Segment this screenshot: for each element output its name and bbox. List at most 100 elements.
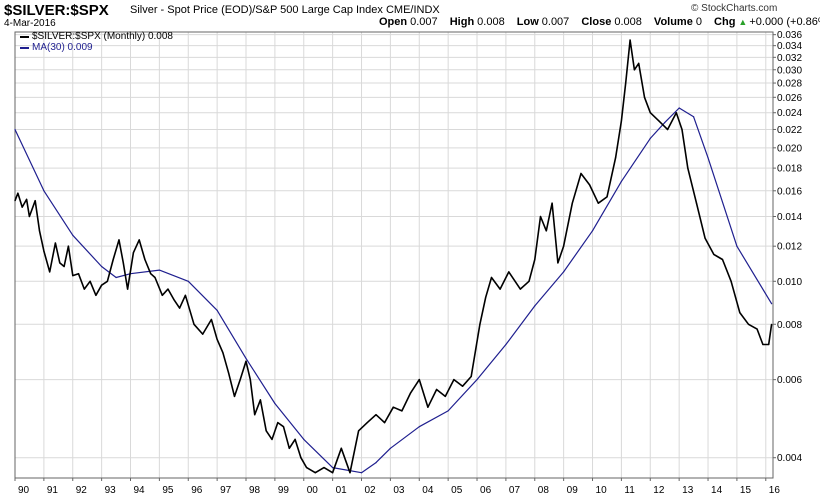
silver-spx-point bbox=[26, 198, 28, 200]
silver-spx-point bbox=[323, 467, 325, 469]
ma30-point bbox=[693, 116, 695, 118]
silver-spx-point bbox=[193, 323, 195, 325]
ma30-point bbox=[245, 357, 247, 359]
silver-spx-point bbox=[77, 273, 80, 275]
silver-spx-point bbox=[747, 323, 750, 325]
silver-spx-point bbox=[615, 157, 617, 159]
silver-spx-line bbox=[14, 39, 773, 474]
y-tick-label: 0.024 bbox=[777, 108, 802, 119]
silver-spx-point bbox=[453, 379, 455, 381]
silver-spx-point bbox=[479, 323, 481, 325]
silver-spx-point bbox=[43, 250, 45, 252]
silver-spx-point bbox=[444, 395, 446, 397]
price-series bbox=[14, 39, 773, 474]
y-tick-label: 0.030 bbox=[777, 65, 802, 76]
ma30-point bbox=[664, 122, 666, 124]
silver-spx-point bbox=[528, 280, 530, 282]
silver-spx-point bbox=[150, 273, 152, 275]
silver-spx-point bbox=[314, 472, 316, 474]
silver-spx-point bbox=[768, 343, 770, 346]
x-tick-label: 05 bbox=[451, 485, 463, 496]
x-tick-label: 92 bbox=[76, 485, 88, 496]
ma30-point bbox=[736, 245, 738, 247]
silver-spx-point bbox=[228, 372, 230, 374]
y-axis: 0.004 0.006 0.008 0.010 0.012 0.014 0.016 0.018… bbox=[773, 30, 802, 464]
silver-spx-point bbox=[249, 379, 251, 381]
silver-spx-point bbox=[271, 438, 273, 440]
silver-spx-point bbox=[300, 457, 302, 459]
silver-spx-point bbox=[629, 39, 631, 41]
ohlc-label-close: Close bbox=[581, 16, 612, 28]
silver-spx-point bbox=[332, 472, 334, 474]
ohlc-value-chg: +0.000 (+0.86%) bbox=[749, 16, 820, 28]
chart-date: 4-Mar-2016 bbox=[4, 18, 56, 29]
ohlc-label-chg: Chg bbox=[714, 16, 736, 28]
ma30-point bbox=[303, 438, 305, 440]
silver-spx-point bbox=[739, 312, 741, 314]
ohlc-label-low: Low bbox=[516, 16, 539, 28]
ma30-point bbox=[187, 280, 189, 282]
silver-spx-point bbox=[401, 410, 403, 412]
silver-spx-point bbox=[534, 258, 536, 261]
silver-spx-point bbox=[410, 392, 412, 394]
silver-spx-point bbox=[675, 112, 677, 114]
legend-label-ma: MA(30) 0.009 bbox=[32, 42, 93, 53]
silver-spx-point bbox=[118, 239, 120, 241]
stockcharts-watermark: © StockCharts.com bbox=[691, 3, 778, 14]
grid bbox=[14, 32, 773, 478]
chart-symbol: $SILVER:$SPX bbox=[4, 2, 109, 19]
silver-spx-point bbox=[620, 120, 623, 122]
ma-series bbox=[14, 107, 773, 474]
silver-spx-point bbox=[375, 414, 377, 416]
silver-spx-point bbox=[633, 69, 636, 71]
silver-spx-point bbox=[771, 323, 773, 325]
x-tick-label: 04 bbox=[422, 485, 434, 496]
ma30-point bbox=[216, 309, 218, 311]
ma30-point bbox=[505, 343, 507, 346]
silver-spx-point bbox=[625, 82, 627, 84]
silver-spx-point bbox=[762, 343, 764, 346]
ma30-point bbox=[360, 472, 363, 474]
y-tick-label: 0.010 bbox=[777, 277, 802, 288]
x-tick-label: 96 bbox=[191, 485, 203, 496]
silver-spx-point bbox=[28, 215, 30, 218]
silver-spx-point bbox=[470, 375, 472, 378]
y-tick-label: 0.016 bbox=[777, 186, 802, 197]
ma30-point bbox=[274, 402, 276, 405]
chart-description: Silver - Spot Price (EOD)/S&P 500 Large … bbox=[130, 4, 440, 16]
x-tick-label: 98 bbox=[249, 485, 261, 496]
silver-spx-point bbox=[392, 406, 394, 408]
x-tick-label: 13 bbox=[682, 485, 694, 496]
ma30-point bbox=[771, 303, 773, 305]
silver-spx-point bbox=[597, 202, 599, 204]
x-tick-label: 93 bbox=[105, 485, 117, 496]
silver-spx-point bbox=[366, 422, 368, 424]
silver-spx-point bbox=[277, 422, 279, 424]
silver-spx-point bbox=[580, 172, 582, 175]
legend-item-price: $SILVER:$SPX (Monthly) 0.008 bbox=[20, 31, 173, 42]
silver-spx-point bbox=[349, 472, 351, 474]
silver-spx-point bbox=[245, 360, 247, 362]
ma30-point bbox=[72, 234, 74, 236]
silver-spx-point bbox=[72, 275, 74, 277]
silver-spx-point bbox=[63, 265, 65, 268]
x-tick-label: 03 bbox=[393, 485, 405, 496]
ma30-point bbox=[678, 107, 680, 109]
silver-spx-point bbox=[294, 438, 296, 440]
silver-spx-point bbox=[358, 430, 360, 432]
up-arrow-icon: ▲ bbox=[738, 17, 748, 27]
silver-spx-point bbox=[545, 230, 547, 232]
ohlc-readout: Open 0.007 High 0.008 Low 0.007 Close 0.008 … bbox=[379, 16, 820, 28]
silver-spx-point bbox=[38, 230, 41, 232]
plot-frame bbox=[14, 31, 774, 479]
legend-label-price: $SILVER:$SPX (Monthly) 0.008 bbox=[32, 31, 173, 42]
ma30-point bbox=[591, 230, 594, 232]
silver-spx-point bbox=[756, 328, 758, 330]
silver-spx-point bbox=[704, 237, 706, 239]
ma30-line bbox=[14, 107, 773, 474]
x-tick-label: 10 bbox=[596, 485, 608, 496]
ohlc-label-volume: Volume bbox=[653, 16, 693, 28]
silver-spx-point bbox=[606, 196, 608, 198]
ma30-point bbox=[389, 447, 391, 449]
